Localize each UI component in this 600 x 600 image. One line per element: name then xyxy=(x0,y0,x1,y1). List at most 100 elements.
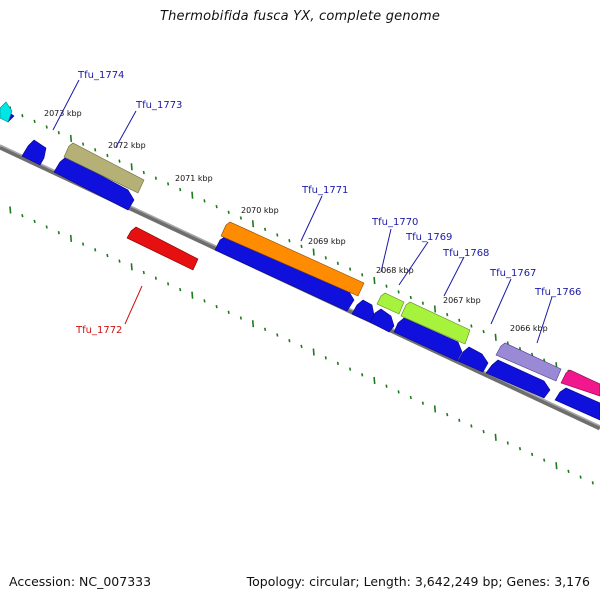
scale-tick xyxy=(33,119,36,124)
scale-tick xyxy=(69,134,73,142)
scale-tick xyxy=(349,367,352,371)
scale-tick xyxy=(591,481,594,485)
gene-label-tfu-1768: Tfu_1768 xyxy=(442,248,489,259)
gene-box-tfu-1766 xyxy=(560,369,600,397)
outer-scale-ticks xyxy=(9,106,594,385)
scale-tick xyxy=(531,452,534,457)
scale-tick xyxy=(45,225,48,229)
scale-tick xyxy=(433,405,437,413)
gene-box-tfu-1768 xyxy=(400,301,471,345)
scale-tick xyxy=(361,273,364,277)
kbp-label: 2071 kbp xyxy=(175,174,213,183)
scale-tick xyxy=(154,176,157,180)
scale-tick xyxy=(421,401,424,405)
scale-tick xyxy=(458,318,461,322)
scale-tick xyxy=(203,199,206,203)
inner-scale-ticks xyxy=(9,206,594,485)
scale-tick xyxy=(324,256,327,260)
scale-tick xyxy=(506,341,509,345)
scale-tick xyxy=(555,462,558,470)
scale-tick xyxy=(494,333,497,341)
gene-label-tfu-1770: Tfu_1770 xyxy=(371,217,418,228)
scale-tick xyxy=(470,424,473,428)
gene-label-tfu-1772: Tfu_1772 xyxy=(75,325,122,336)
scale-tick xyxy=(264,227,267,231)
kbp-label: 2072 kbp xyxy=(108,141,146,150)
gene-box-tfu-1767 xyxy=(495,342,562,382)
cds-arrow xyxy=(21,139,47,166)
scale-tick xyxy=(312,348,315,356)
gene-label-tfu-1767: Tfu_1767 xyxy=(489,268,536,279)
gene-label-tfu-1773: Tfu_1773 xyxy=(135,100,182,111)
scale-tick xyxy=(9,206,12,214)
scale-tick xyxy=(57,231,60,235)
scale-tick xyxy=(167,282,170,286)
scale-tick xyxy=(361,373,364,377)
cds-arrow xyxy=(485,359,551,399)
scale-tick xyxy=(251,220,255,228)
scale-tick xyxy=(215,204,218,209)
scale-tick xyxy=(251,320,255,328)
scale-tick xyxy=(373,376,376,385)
scale-tick xyxy=(142,170,145,175)
scale-tick xyxy=(276,233,279,237)
scale-tick xyxy=(433,305,437,313)
scale-tick xyxy=(312,248,315,256)
scale-tick xyxy=(458,418,461,422)
scale-tick xyxy=(118,159,121,163)
scale-tick xyxy=(336,361,339,366)
cds-arrow xyxy=(351,299,375,323)
scale-tick xyxy=(167,182,170,186)
topology-text: Topology: circular; Length: 3,642,249 bp… xyxy=(246,574,590,589)
scale-tick xyxy=(118,259,121,263)
accession-text: Accession: NC_007333 xyxy=(9,574,152,589)
kbp-label: 2069 kbp xyxy=(308,237,346,246)
scale-tick xyxy=(239,216,242,220)
gene-box-tfu-1774 xyxy=(0,101,13,123)
gene-labels[interactable]: Tfu_1774 Tfu_1773 Tfu_1772 Tfu_1771 Tfu_… xyxy=(75,70,581,336)
scale-tick xyxy=(239,316,242,320)
scale-tick xyxy=(409,295,412,300)
scale-tick xyxy=(94,248,97,252)
scale-tick xyxy=(421,301,424,305)
scale-tick xyxy=(300,344,303,349)
scale-tick xyxy=(82,242,85,246)
scale-tick xyxy=(154,276,157,280)
kbp-labels: 2073 kbp 2072 kbp 2071 kbp 2070 kbp 2069… xyxy=(44,109,548,333)
map-title: Thermobifida fusca YX, complete genome xyxy=(159,9,441,24)
kbp-label: 2066 kbp xyxy=(510,324,548,333)
scale-tick xyxy=(69,234,73,242)
scale-tick xyxy=(300,244,303,249)
scale-tick xyxy=(191,291,194,299)
kbp-label: 2070 kbp xyxy=(241,206,279,215)
scale-tick xyxy=(336,261,339,266)
scale-tick xyxy=(446,312,449,317)
scale-tick xyxy=(203,299,206,303)
cds-arrow xyxy=(457,346,489,373)
scale-tick xyxy=(506,441,509,445)
scale-tick xyxy=(21,114,24,118)
scale-tick xyxy=(409,395,412,400)
scale-tick xyxy=(349,267,352,271)
scale-tick xyxy=(227,310,230,314)
scale-tick xyxy=(543,458,546,462)
cds-arrow xyxy=(554,387,600,421)
gene-label-tfu-1766: Tfu_1766 xyxy=(534,287,581,298)
kbp-label: 2068 kbp xyxy=(376,266,414,275)
scale-tick xyxy=(470,324,473,328)
kbp-label: 2073 kbp xyxy=(44,109,82,118)
scale-tick xyxy=(82,142,85,146)
scale-tick xyxy=(130,263,133,271)
scale-tick xyxy=(385,284,388,288)
scale-tick xyxy=(106,253,109,258)
scale-tick xyxy=(397,390,400,394)
scale-tick xyxy=(94,148,97,152)
scale-tick xyxy=(494,433,497,441)
scale-tick xyxy=(579,475,582,479)
scale-tick xyxy=(288,239,291,243)
label-leaders xyxy=(52,79,553,344)
gene-box-tfu-1772 xyxy=(126,226,199,271)
scale-tick xyxy=(179,287,182,292)
gene-box-tfu-1770 xyxy=(376,292,405,315)
